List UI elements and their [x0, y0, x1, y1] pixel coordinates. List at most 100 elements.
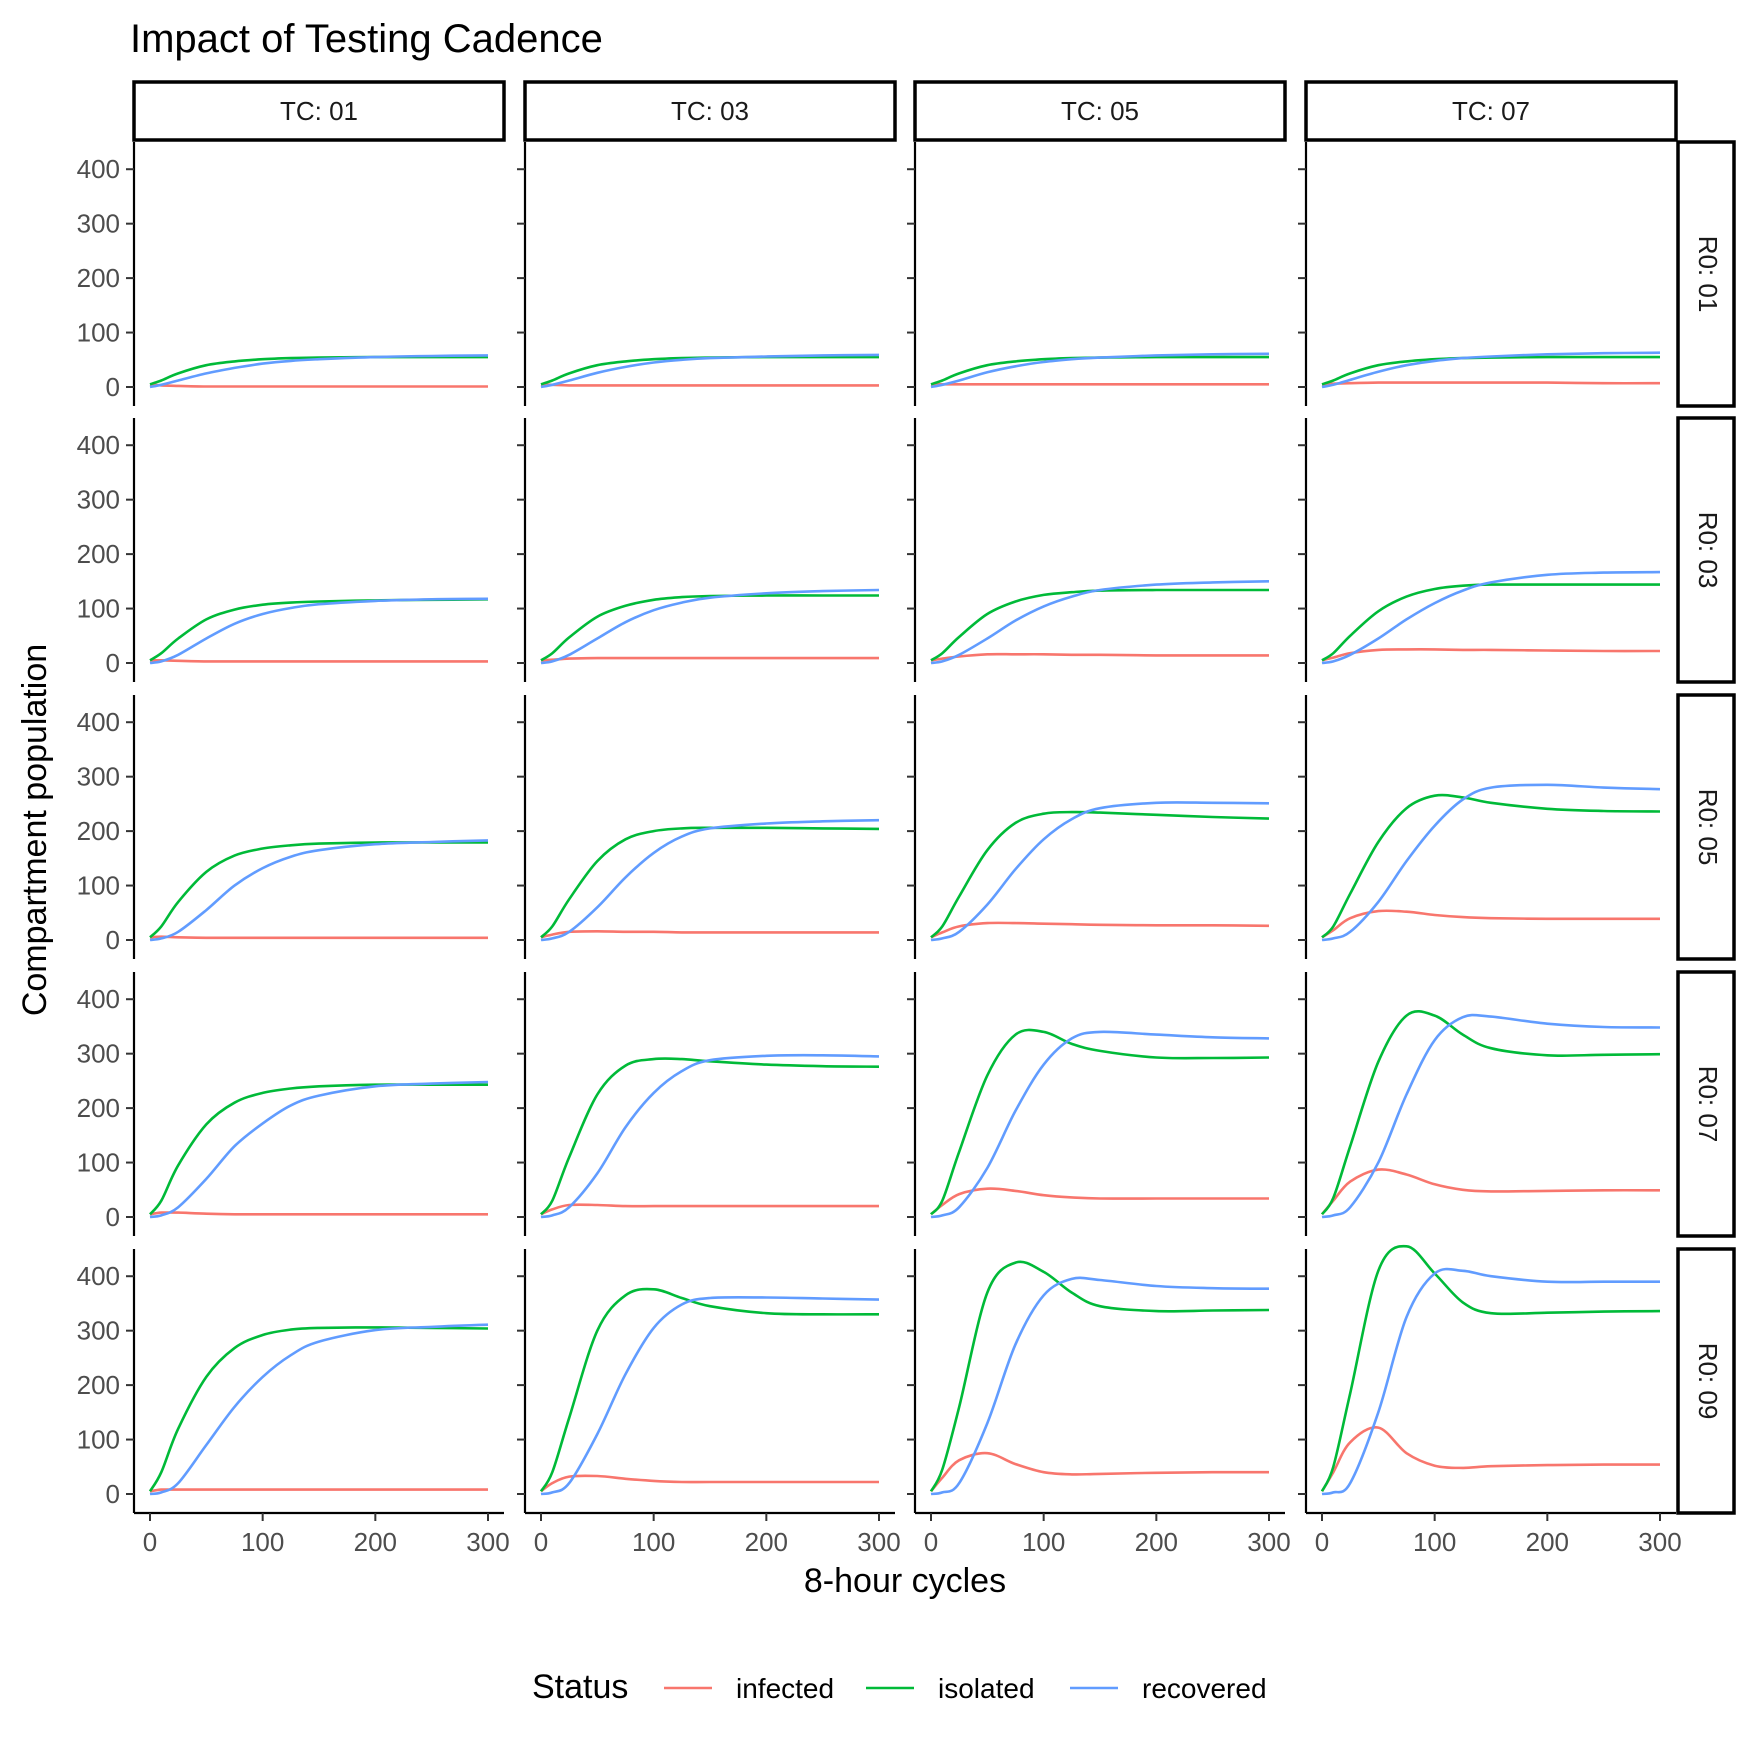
series-line-isolated — [1321, 583, 1660, 662]
x-tick-label: 300 — [1247, 1527, 1290, 1557]
legend-label-isolated: isolated — [938, 1673, 1035, 1704]
series-line-isolated — [540, 826, 880, 939]
series-line-recovered — [930, 1030, 1270, 1219]
series-line-isolated — [1321, 793, 1661, 939]
series-line-recovered — [930, 801, 1270, 942]
panel-3-3 — [907, 695, 1270, 959]
y-tick-label: 200 — [77, 816, 120, 846]
x-tick-label: 0 — [924, 1527, 938, 1557]
y-tick-label: 200 — [77, 539, 120, 569]
series-line-infected — [930, 1187, 1270, 1216]
series-line-recovered — [149, 354, 489, 389]
row-strip-label: R0: 05 — [1693, 789, 1723, 866]
series-line-recovered — [930, 1276, 1270, 1496]
series-line-isolated — [930, 588, 1269, 662]
x-tick-label: 200 — [1135, 1527, 1178, 1557]
column-strip-label: TC: 07 — [1452, 96, 1530, 126]
y-tick-label: 200 — [77, 1093, 120, 1123]
series-line-infected — [1321, 381, 1661, 386]
panel-2-2 — [517, 418, 880, 682]
series-line-infected — [540, 1203, 879, 1216]
series-line-infected — [1320, 1426, 1661, 1492]
x-tick-label: 300 — [466, 1527, 509, 1557]
series-line-infected — [540, 930, 879, 939]
series-line-infected — [540, 1474, 879, 1493]
x-tick-label: 100 — [1022, 1527, 1065, 1557]
y-tick-label: 0 — [106, 1202, 120, 1232]
series-line-infected — [1321, 909, 1660, 939]
panel-2-1: 0 100 200 300 400 — [77, 418, 489, 682]
column-strip-label: TC: 01 — [280, 96, 358, 126]
series-line-infected — [149, 658, 488, 663]
y-tick-label: 400 — [77, 430, 120, 460]
series-line-infected — [149, 1488, 488, 1493]
series-line-isolated — [929, 1028, 1270, 1216]
y-tick-label: 0 — [106, 1479, 120, 1509]
legend-label-recovered: recovered — [1142, 1673, 1267, 1704]
row-strip-label: R0: 07 — [1693, 1066, 1723, 1143]
series-line-recovered — [540, 1053, 880, 1219]
series-line-recovered — [149, 1080, 489, 1219]
y-tick-label: 300 — [77, 762, 120, 792]
panel-2-3 — [907, 418, 1270, 682]
series-line-recovered — [540, 588, 880, 665]
series-line-infected — [540, 656, 879, 662]
panel-5-2: 0 100 200 300 — [517, 1249, 901, 1557]
column-strip-3 — [913, 80, 1287, 142]
panel-4-2 — [517, 972, 880, 1236]
y-tick-label: 400 — [77, 707, 120, 737]
series-line-recovered — [149, 597, 489, 665]
row-strip-label: R0: 01 — [1693, 236, 1723, 313]
y-tick-label: 0 — [106, 925, 120, 955]
y-tick-label: 300 — [77, 209, 120, 239]
y-tick-label: 100 — [77, 318, 120, 348]
series-line-infected — [930, 652, 1269, 662]
y-tick-label: 400 — [77, 1261, 120, 1291]
series-line-recovered — [149, 1323, 489, 1496]
y-tick-label: 100 — [77, 871, 120, 901]
x-tick-label: 200 — [745, 1527, 788, 1557]
row-strip-5 — [1676, 1247, 1736, 1515]
panel-5-1: 0 100 200 300 400 0 100 200 300 — [77, 1249, 510, 1557]
y-tick-label: 0 — [106, 648, 120, 678]
series-line-recovered — [540, 353, 880, 389]
series-line-isolated — [1321, 355, 1660, 386]
y-axis-title: Compartment population — [16, 644, 54, 1016]
x-tick-label: 0 — [143, 1527, 157, 1557]
row-strip-3 — [1676, 693, 1736, 961]
panel-1-1: 0 100 200 300 400 — [77, 142, 489, 406]
column-strip-2 — [523, 80, 897, 142]
series-line-recovered — [149, 839, 489, 942]
x-tick-label: 100 — [241, 1527, 284, 1557]
series-line-recovered — [540, 1295, 880, 1496]
row-strip-label: R0: 09 — [1693, 1343, 1723, 1420]
chart-title: Impact of Testing Cadence — [130, 17, 603, 61]
series-line-recovered — [1321, 1267, 1660, 1496]
series-line-isolated — [539, 1287, 880, 1493]
row-strip-1 — [1676, 140, 1736, 408]
series-line-recovered — [930, 580, 1270, 665]
panel-2-4 — [1298, 418, 1661, 682]
column-strip-label: TC: 05 — [1061, 96, 1139, 126]
panel-4-4 — [1298, 972, 1661, 1236]
y-tick-label: 200 — [77, 263, 120, 293]
column-strip-1 — [132, 80, 506, 142]
panel-3-1: 0 100 200 300 400 — [77, 695, 489, 959]
panel-3-2 — [517, 695, 880, 959]
y-tick-label: 0 — [106, 372, 120, 402]
series-line-isolated — [149, 355, 488, 386]
series-line-infected — [149, 935, 488, 940]
series-line-isolated — [1320, 1010, 1661, 1216]
series-line-recovered — [930, 352, 1270, 389]
y-tick-label: 300 — [77, 485, 120, 515]
y-tick-label: 100 — [77, 594, 120, 624]
x-tick-label: 200 — [1526, 1527, 1569, 1557]
series-line-infected — [929, 1451, 1270, 1493]
legend-title: Status — [532, 1668, 628, 1706]
series-line-isolated — [930, 810, 1270, 939]
series-line-recovered — [1321, 783, 1661, 942]
panel-1-3 — [907, 142, 1270, 406]
row-strip-2 — [1676, 416, 1736, 684]
column-strip-label: TC: 03 — [671, 96, 749, 126]
